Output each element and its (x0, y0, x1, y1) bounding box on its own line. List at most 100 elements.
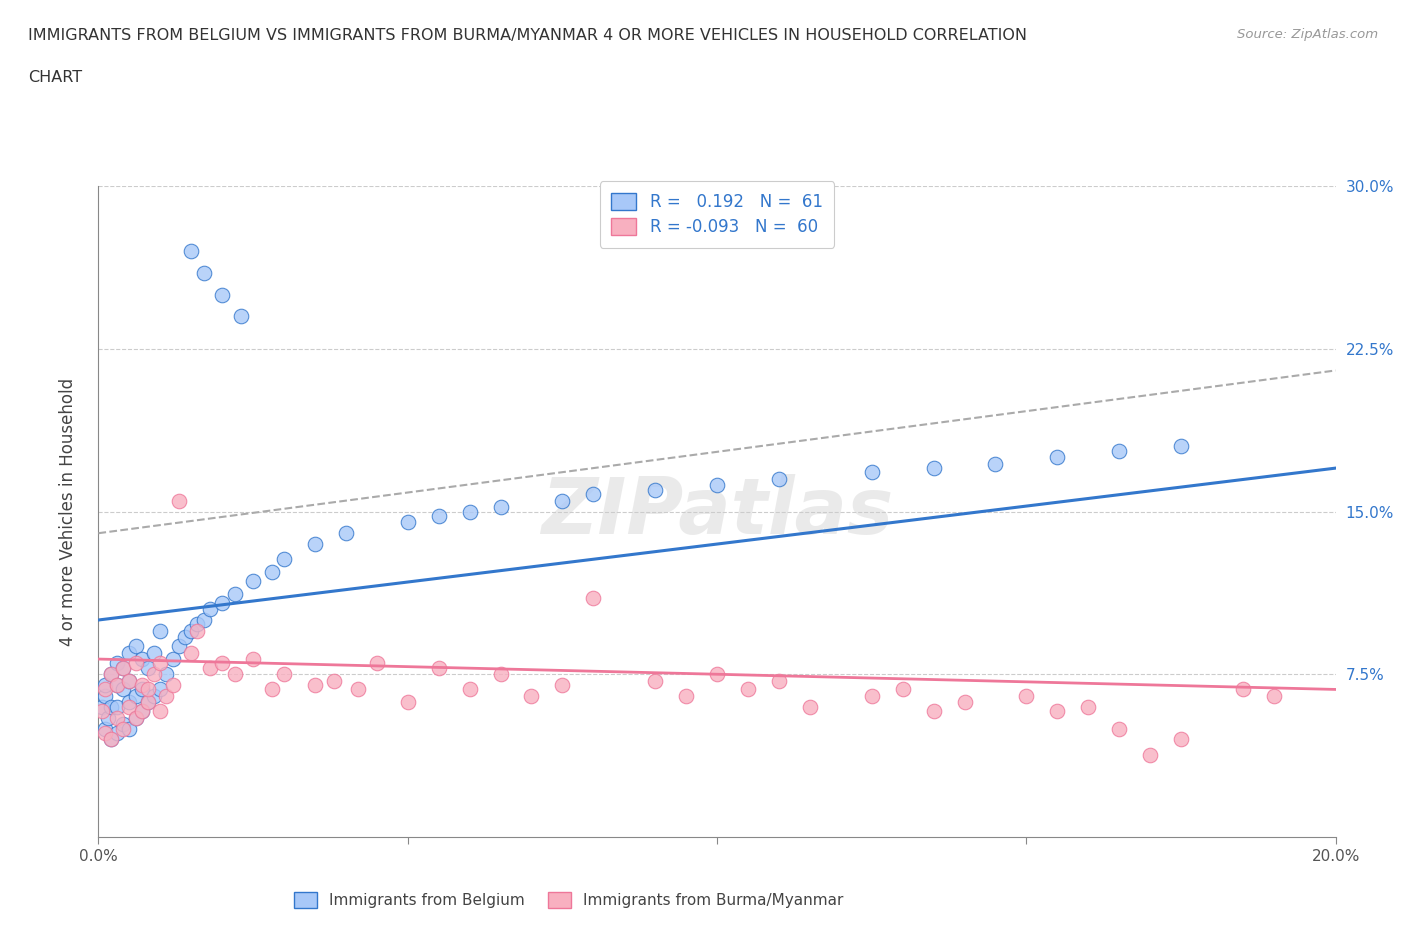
Point (860, 688, 883, 703)
Point (136, 660, 159, 675)
Point (322, 673, 344, 688)
Point (105, 711, 128, 725)
Point (136, 695, 159, 710)
Point (1046, 450, 1069, 465)
Point (105, 678, 128, 693)
Point (1170, 439, 1192, 454)
Point (737, 682, 759, 697)
Point (427, 509, 450, 524)
Point (180, 645, 202, 660)
Point (131, 704, 153, 719)
Point (366, 656, 388, 671)
Point (273, 551, 295, 566)
Point (644, 483, 666, 498)
Point (100, 667, 122, 682)
Point (186, 617, 208, 631)
Point (149, 623, 172, 638)
Legend: Immigrants from Belgium, Immigrants from Burma/Myanmar: Immigrants from Belgium, Immigrants from… (288, 885, 849, 914)
Point (1077, 699, 1099, 714)
Point (131, 682, 153, 697)
Point (100, 732, 122, 747)
Point (520, 688, 543, 703)
Point (124, 711, 146, 725)
Point (93, 721, 115, 736)
Point (131, 652, 153, 667)
Point (675, 688, 697, 703)
Point (143, 667, 166, 682)
Point (118, 673, 141, 688)
Point (260, 682, 283, 697)
Point (260, 565, 283, 579)
Text: Source: ZipAtlas.com: Source: ZipAtlas.com (1237, 28, 1378, 41)
Point (131, 678, 153, 693)
Point (242, 652, 264, 667)
Point (1108, 444, 1130, 458)
Point (458, 682, 481, 697)
Point (105, 678, 128, 693)
Point (118, 695, 141, 710)
Point (458, 504, 481, 519)
Point (706, 667, 728, 682)
Point (149, 704, 172, 719)
Point (922, 460, 945, 475)
Point (143, 688, 166, 703)
Point (1015, 688, 1038, 703)
Text: ZIPatlas: ZIPatlas (541, 473, 893, 550)
Point (427, 660, 450, 675)
Point (124, 711, 146, 725)
Point (93, 725, 115, 740)
Point (193, 613, 215, 628)
Point (582, 591, 605, 605)
Point (1170, 732, 1192, 747)
Point (112, 660, 135, 675)
Point (551, 493, 574, 508)
Point (347, 682, 370, 697)
Point (93, 678, 115, 693)
Point (118, 673, 141, 688)
Point (198, 602, 221, 617)
Point (100, 667, 122, 682)
Point (211, 656, 233, 671)
Point (273, 667, 295, 682)
Point (224, 667, 246, 682)
Point (224, 587, 246, 602)
Point (105, 725, 128, 740)
Point (118, 699, 141, 714)
Point (90, 699, 112, 714)
Point (93, 682, 115, 697)
Point (131, 704, 153, 719)
Point (112, 660, 135, 675)
Point (105, 656, 128, 671)
Point (112, 682, 135, 697)
Point (860, 465, 883, 480)
Point (644, 673, 666, 688)
Point (97, 711, 120, 725)
Point (242, 574, 264, 589)
Point (551, 678, 574, 693)
Point (489, 667, 512, 682)
Point (229, 309, 252, 324)
Point (118, 721, 141, 736)
Point (124, 656, 146, 671)
Point (1139, 747, 1161, 762)
Point (167, 639, 190, 654)
Point (136, 682, 159, 697)
Point (143, 645, 166, 660)
Point (799, 699, 821, 714)
Point (124, 688, 146, 703)
Point (193, 265, 215, 280)
Point (891, 682, 914, 697)
Point (1046, 704, 1069, 719)
Point (304, 678, 326, 693)
Point (186, 623, 208, 638)
Point (198, 660, 221, 675)
Point (768, 673, 790, 688)
Point (922, 704, 945, 719)
Point (155, 688, 177, 703)
Point (768, 472, 790, 486)
Point (100, 699, 122, 714)
Point (155, 667, 177, 682)
Point (706, 478, 728, 493)
Point (90, 704, 112, 719)
Point (582, 486, 605, 501)
